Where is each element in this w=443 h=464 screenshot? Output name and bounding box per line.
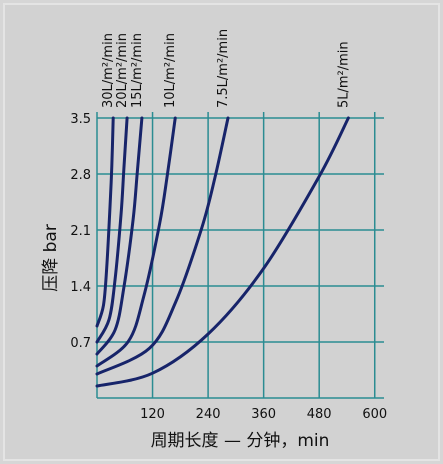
y-tick-label: 2.1 — [70, 224, 91, 239]
frame — [3, 3, 440, 461]
y-tick-label: 0.7 — [70, 336, 91, 351]
x-tick-label: 360 — [251, 407, 276, 422]
y-tick-label: 2.8 — [70, 168, 91, 183]
series-label: 5L/m²/min — [336, 41, 351, 108]
series-label: 7.5L/m²/min — [216, 29, 231, 108]
curve — [95, 116, 177, 368]
x-tick-label: 480 — [307, 407, 332, 422]
x-tick-label: 240 — [196, 407, 221, 422]
y-tick-label: 3.5 — [70, 112, 91, 127]
series-label: 20L/m²/min — [115, 33, 130, 108]
curve — [95, 116, 230, 376]
y-axis-title: 压降 bar — [41, 224, 61, 292]
y-tick-label: 1.4 — [70, 280, 91, 295]
series-label: 30L/m²/min — [101, 33, 116, 108]
curve — [95, 116, 115, 328]
curve — [95, 116, 144, 356]
series-label: 10L/m²/min — [163, 33, 178, 108]
curve — [95, 116, 350, 388]
curve — [95, 116, 129, 344]
x-tick-label: 120 — [140, 407, 165, 422]
x-axis-title: 周期长度 — 分钟，min — [151, 431, 330, 451]
series-label: 15L/m²/min — [130, 33, 145, 108]
x-tick-label: 600 — [362, 407, 387, 422]
